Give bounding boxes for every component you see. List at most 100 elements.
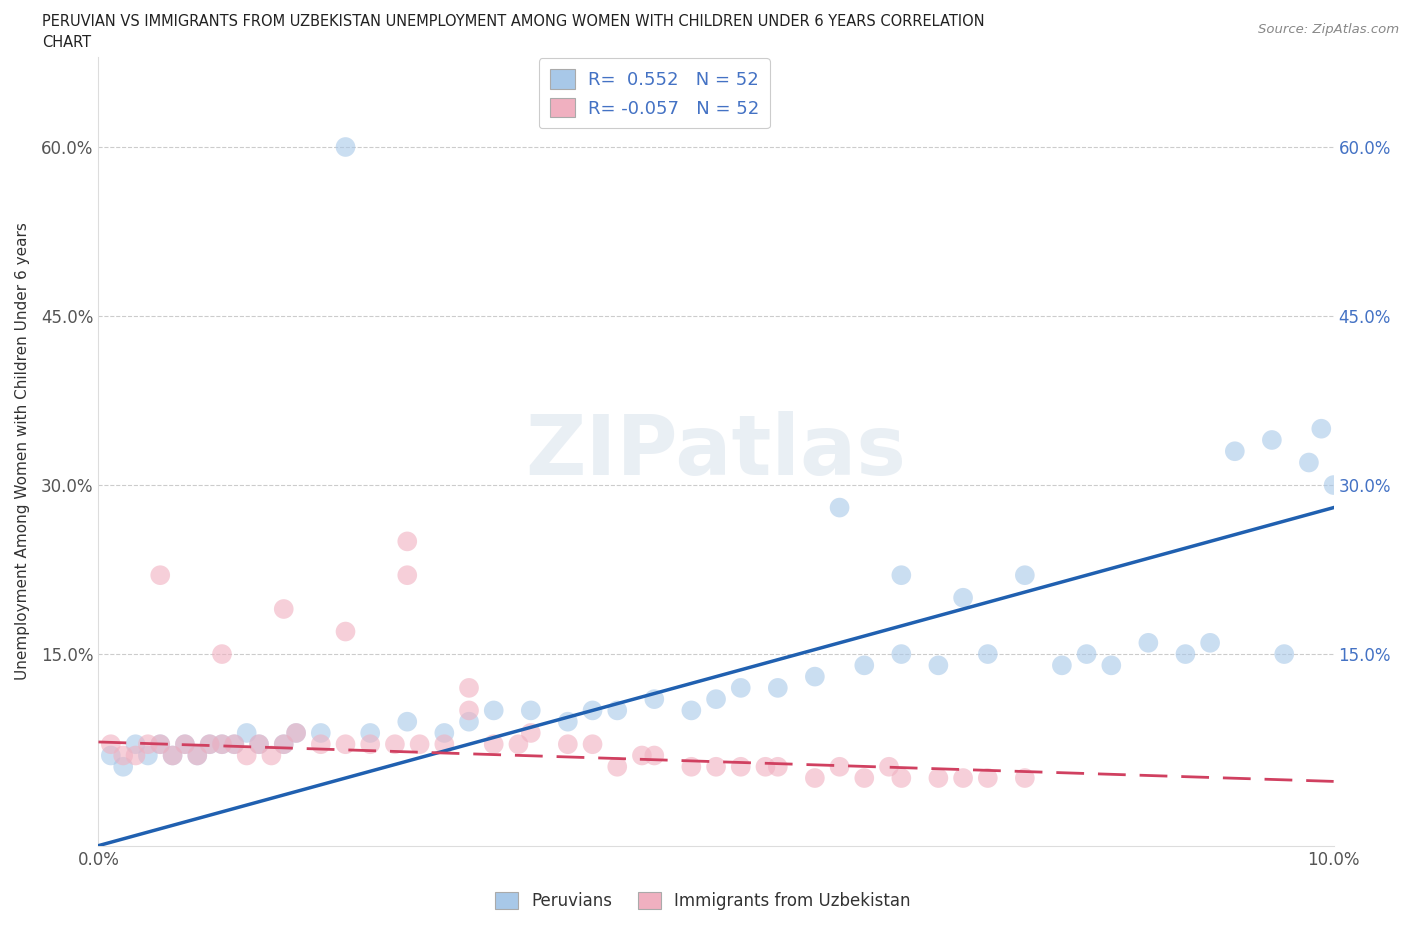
Point	[1199, 635, 1222, 650]
Point	[359, 725, 381, 740]
Point	[273, 737, 295, 751]
Point	[1076, 646, 1098, 661]
Point	[681, 703, 703, 718]
Point	[853, 658, 876, 672]
Point	[112, 748, 135, 763]
Point	[1050, 658, 1073, 672]
Point	[1323, 478, 1346, 493]
Point	[704, 759, 727, 774]
Point	[458, 703, 481, 718]
Point	[766, 759, 789, 774]
Point	[520, 725, 543, 740]
Text: CHART: CHART	[42, 35, 91, 50]
Point	[174, 737, 197, 751]
Point	[136, 737, 159, 751]
Point	[198, 737, 221, 751]
Point	[335, 140, 357, 154]
Point	[952, 591, 974, 605]
Point	[224, 737, 246, 751]
Point	[335, 624, 357, 639]
Point	[309, 725, 332, 740]
Point	[285, 725, 308, 740]
Point	[149, 737, 172, 751]
Point	[1014, 567, 1036, 582]
Point	[224, 737, 246, 751]
Point	[681, 759, 703, 774]
Point	[162, 748, 184, 763]
Point	[458, 714, 481, 729]
Point	[482, 703, 505, 718]
Point	[1174, 646, 1197, 661]
Point	[408, 737, 430, 751]
Point	[396, 534, 419, 549]
Point	[285, 725, 308, 740]
Point	[581, 703, 603, 718]
Point	[273, 737, 295, 751]
Point	[890, 646, 912, 661]
Point	[309, 737, 332, 751]
Point	[927, 771, 949, 786]
Point	[186, 748, 208, 763]
Point	[235, 725, 257, 740]
Point	[124, 737, 146, 751]
Point	[247, 737, 270, 751]
Point	[211, 737, 233, 751]
Point	[581, 737, 603, 751]
Point	[235, 748, 257, 763]
Point	[1298, 455, 1320, 470]
Point	[1261, 432, 1284, 447]
Y-axis label: Unemployment Among Women with Children Under 6 years: Unemployment Among Women with Children U…	[15, 222, 30, 680]
Point	[211, 737, 233, 751]
Point	[631, 748, 654, 763]
Point	[247, 737, 270, 751]
Point	[359, 737, 381, 751]
Point	[704, 692, 727, 707]
Point	[1223, 444, 1246, 458]
Point	[557, 714, 579, 729]
Point	[877, 759, 900, 774]
Point	[174, 737, 197, 751]
Point	[100, 737, 122, 751]
Text: Source: ZipAtlas.com: Source: ZipAtlas.com	[1258, 23, 1399, 36]
Point	[1137, 635, 1160, 650]
Point	[211, 646, 233, 661]
Point	[890, 567, 912, 582]
Point	[952, 771, 974, 786]
Point	[927, 658, 949, 672]
Point	[643, 692, 665, 707]
Point	[977, 646, 1000, 661]
Point	[520, 703, 543, 718]
Point	[396, 714, 419, 729]
Point	[828, 759, 851, 774]
Point	[557, 737, 579, 751]
Point	[112, 759, 135, 774]
Point	[804, 771, 827, 786]
Point	[1014, 771, 1036, 786]
Point	[149, 737, 172, 751]
Point	[384, 737, 406, 751]
Point	[643, 748, 665, 763]
Point	[162, 748, 184, 763]
Point	[335, 737, 357, 751]
Point	[458, 681, 481, 696]
Point	[828, 500, 851, 515]
Point	[1099, 658, 1122, 672]
Point	[186, 748, 208, 763]
Point	[508, 737, 530, 751]
Point	[260, 748, 283, 763]
Point	[804, 670, 827, 684]
Point	[433, 737, 456, 751]
Point	[124, 748, 146, 763]
Point	[198, 737, 221, 751]
Point	[396, 567, 419, 582]
Point	[754, 759, 776, 774]
Point	[149, 567, 172, 582]
Text: ZIPatlas: ZIPatlas	[526, 411, 907, 492]
Point	[433, 725, 456, 740]
Text: PERUVIAN VS IMMIGRANTS FROM UZBEKISTAN UNEMPLOYMENT AMONG WOMEN WITH CHILDREN UN: PERUVIAN VS IMMIGRANTS FROM UZBEKISTAN U…	[42, 14, 984, 29]
Point	[730, 681, 752, 696]
Point	[482, 737, 505, 751]
Point	[890, 771, 912, 786]
Point	[1310, 421, 1333, 436]
Point	[977, 771, 1000, 786]
